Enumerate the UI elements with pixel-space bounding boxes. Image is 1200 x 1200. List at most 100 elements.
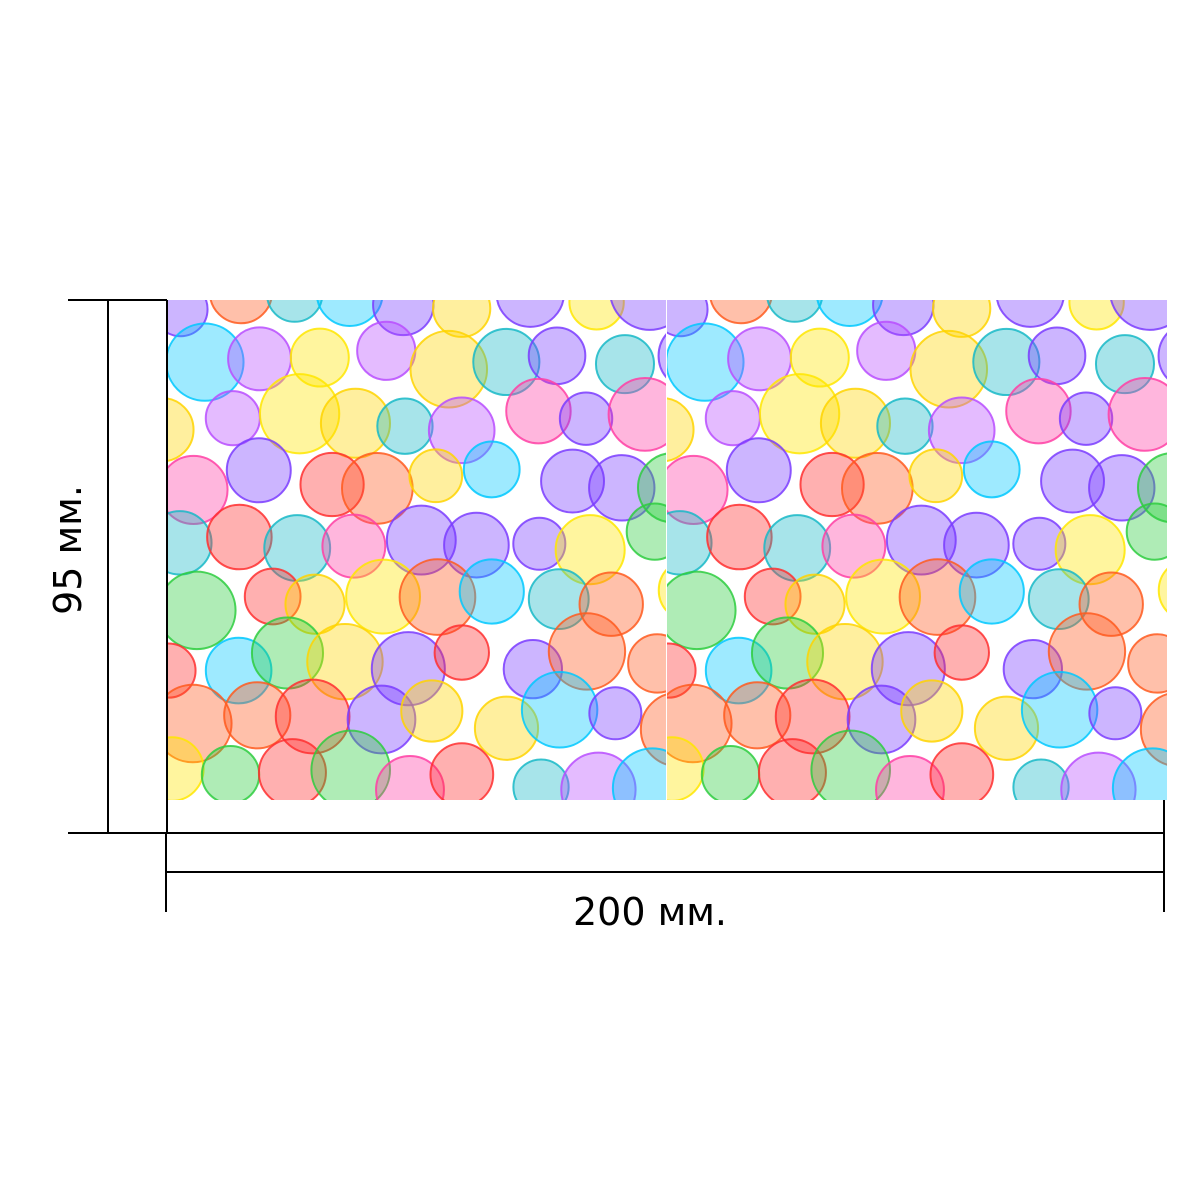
bubble-circle xyxy=(700,745,761,800)
bubble-circle xyxy=(400,679,464,743)
bubble-circle xyxy=(667,300,709,338)
bubble-circle xyxy=(766,300,823,323)
bubble-circle xyxy=(560,751,637,800)
bubble-circle xyxy=(316,300,383,327)
bubble-circle xyxy=(627,633,666,694)
bubble-circle xyxy=(429,742,495,800)
bubble-circle xyxy=(1157,567,1167,613)
bubble-circle xyxy=(667,570,737,651)
bubble-circle xyxy=(520,671,599,749)
bubble-circle xyxy=(206,503,273,571)
bubble-circle xyxy=(1027,326,1087,386)
bubble-circle xyxy=(398,558,477,636)
bubble-circle xyxy=(319,387,392,459)
bubble-circle xyxy=(933,624,990,681)
bubble-circle xyxy=(540,448,606,514)
bubble-circle xyxy=(1027,568,1090,631)
bubble-circle xyxy=(409,329,489,409)
bubble-circle xyxy=(289,327,350,388)
bubble-circle xyxy=(610,300,666,331)
bubble-circle xyxy=(432,300,492,338)
bubble-circle xyxy=(1107,377,1167,452)
bubble-circle xyxy=(356,320,417,381)
bubble-circle xyxy=(502,638,564,700)
bubble-circle xyxy=(819,387,892,459)
height-dimension-label: 95 мм. xyxy=(46,485,90,615)
bubble-circle xyxy=(810,729,891,800)
bubble-circle xyxy=(757,738,827,800)
width-dimension-label: 200 мм. xyxy=(572,890,728,934)
bubble-circle xyxy=(845,558,922,635)
bubble-circle xyxy=(167,397,195,462)
bubble-circle xyxy=(578,571,644,637)
bubble-circle xyxy=(846,684,917,755)
bubble-circle xyxy=(462,440,521,499)
bubble-circle xyxy=(223,681,292,750)
bubble-circle xyxy=(657,568,666,612)
bubble-circle xyxy=(704,390,761,447)
bubble-circle xyxy=(385,504,457,576)
bubble-circle xyxy=(607,377,666,452)
bubble-circle xyxy=(667,736,705,800)
bubble-circle xyxy=(1005,377,1072,445)
bubble-circle xyxy=(816,300,883,327)
bubble-circle xyxy=(1058,391,1114,446)
bubble-circle xyxy=(1047,612,1127,691)
bubble-circle xyxy=(443,511,510,579)
bubble-circle xyxy=(505,377,572,445)
bubble-circle xyxy=(927,396,996,465)
bubble-circle xyxy=(1127,633,1167,694)
bubble-circle xyxy=(558,391,614,446)
bubble-circle xyxy=(885,504,957,576)
bubble-circle xyxy=(932,300,992,338)
bubble-circle xyxy=(706,503,773,571)
bubble-circle xyxy=(257,738,327,800)
bubble-circle xyxy=(972,327,1041,397)
bubble-circle xyxy=(346,684,417,755)
bubble-circle xyxy=(433,624,490,681)
bubble-circle xyxy=(1111,747,1167,800)
bubble-circle xyxy=(943,511,1010,579)
bubble-circle xyxy=(1139,693,1167,766)
bubble-circle xyxy=(856,320,917,381)
bubble-pattern-panel-left xyxy=(167,300,666,800)
width-dimension-lines xyxy=(165,800,1165,912)
bubble-circle xyxy=(167,454,229,525)
bubble-circle xyxy=(908,448,964,504)
bubble-circle xyxy=(408,448,464,504)
bubble-circle xyxy=(167,510,213,576)
bubble-circle xyxy=(1002,638,1064,700)
bubble-circle xyxy=(1110,300,1167,331)
bubble-circle xyxy=(458,558,525,625)
bubble-circle xyxy=(996,300,1065,328)
bubble-circle xyxy=(900,679,964,743)
bubble-circle xyxy=(266,300,323,323)
bubble-circle xyxy=(588,454,656,522)
bubble-circle xyxy=(667,322,745,402)
bubble-circle xyxy=(200,745,261,800)
bubble-circle xyxy=(625,502,666,561)
bubble-circle xyxy=(167,570,237,651)
bubble-circle xyxy=(704,636,773,705)
bubble-circle xyxy=(909,329,989,409)
bubble-circle xyxy=(496,300,565,328)
bubble-circle xyxy=(723,681,792,750)
bubble-circle xyxy=(1040,448,1106,514)
bubble-pattern-panel-right xyxy=(667,300,1167,800)
bubble-circle xyxy=(1125,502,1167,561)
bubble-circle xyxy=(427,396,496,465)
height-dimension-lines xyxy=(68,299,168,834)
bubble-circle xyxy=(1068,300,1125,331)
bubble-circle xyxy=(376,397,434,455)
bubble-circle xyxy=(709,300,773,325)
bubble-circle xyxy=(657,333,666,379)
bubble-circle xyxy=(204,636,273,705)
bubble-circle xyxy=(758,373,841,455)
bubble-circle xyxy=(554,514,626,586)
bubble-circle xyxy=(167,322,245,402)
bubble-circle xyxy=(725,437,792,504)
bubble-circle xyxy=(875,755,945,800)
bubble-circle xyxy=(527,326,587,386)
bubble-circle xyxy=(1054,514,1126,586)
